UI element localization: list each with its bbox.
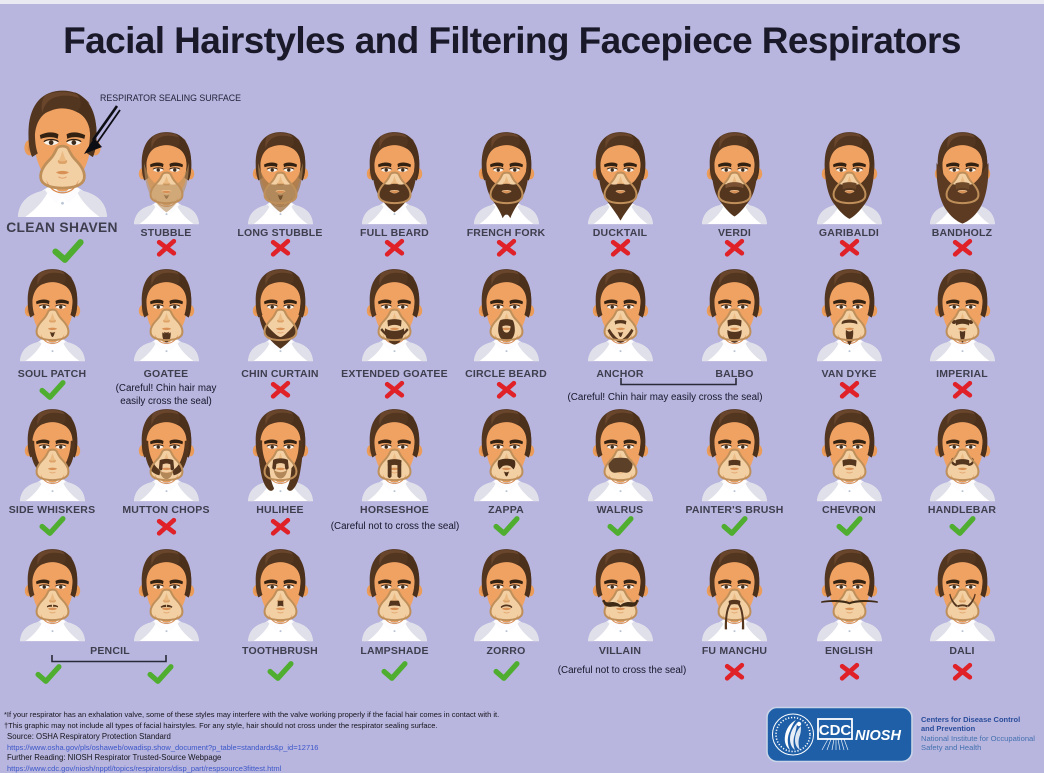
svg-text:CDC: CDC [819, 722, 852, 739]
svg-text:NIOSH: NIOSH [855, 728, 901, 744]
